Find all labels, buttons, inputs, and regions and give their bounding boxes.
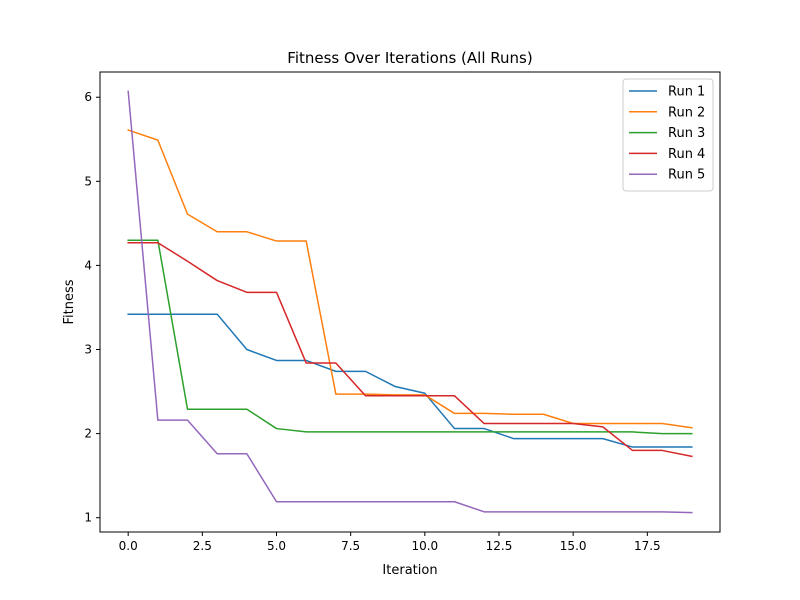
y-tick-label: 4 <box>84 258 92 272</box>
legend-label-run-1: Run 1 <box>668 85 705 100</box>
y-tick-label: 3 <box>84 343 92 357</box>
x-tick-label: 15.0 <box>560 539 587 553</box>
x-tick-label: 10.0 <box>411 539 438 553</box>
y-tick-label: 6 <box>84 90 92 104</box>
x-tick-label: 2.5 <box>193 539 212 553</box>
series-line-run-5 <box>127 90 693 514</box>
legend-label-run-4: Run 4 <box>668 147 705 162</box>
x-axis: 0.0 2.5 5.0 7.5 10.0 12.5 15.0 17.5 <box>119 532 661 553</box>
legend-label-run-3: Run 3 <box>668 126 705 141</box>
x-tick-label: 17.5 <box>634 539 661 553</box>
chart-title: Fitness Over Iterations (All Runs) <box>287 49 532 67</box>
y-axis-label: Fitness <box>62 279 77 324</box>
series-line-run-4 <box>127 241 693 458</box>
series-line-run-1 <box>127 313 693 448</box>
x-tick-label: 12.5 <box>486 539 513 553</box>
legend-box <box>622 78 714 192</box>
y-tick-label: 5 <box>84 174 92 188</box>
plot-frame <box>99 71 721 533</box>
legend: Run 1 Run 2 Run 3 Run 4 Run 5 <box>622 78 714 192</box>
y-tick-label: 2 <box>84 427 92 441</box>
series-line-run-2 <box>127 129 693 429</box>
series-line-run-3 <box>127 239 693 435</box>
y-tick-label: 1 <box>84 511 92 525</box>
x-tick-label: 5.0 <box>267 539 286 553</box>
legend-label-run-2: Run 2 <box>668 105 705 120</box>
x-tick-label: 7.5 <box>341 539 360 553</box>
y-axis: 1 2 3 4 5 6 <box>84 90 100 525</box>
x-axis-label: Iteration <box>382 563 437 578</box>
x-tick-label: 0.0 <box>119 539 138 553</box>
plot-area <box>127 90 693 514</box>
legend-label-run-5: Run 5 <box>668 168 705 183</box>
